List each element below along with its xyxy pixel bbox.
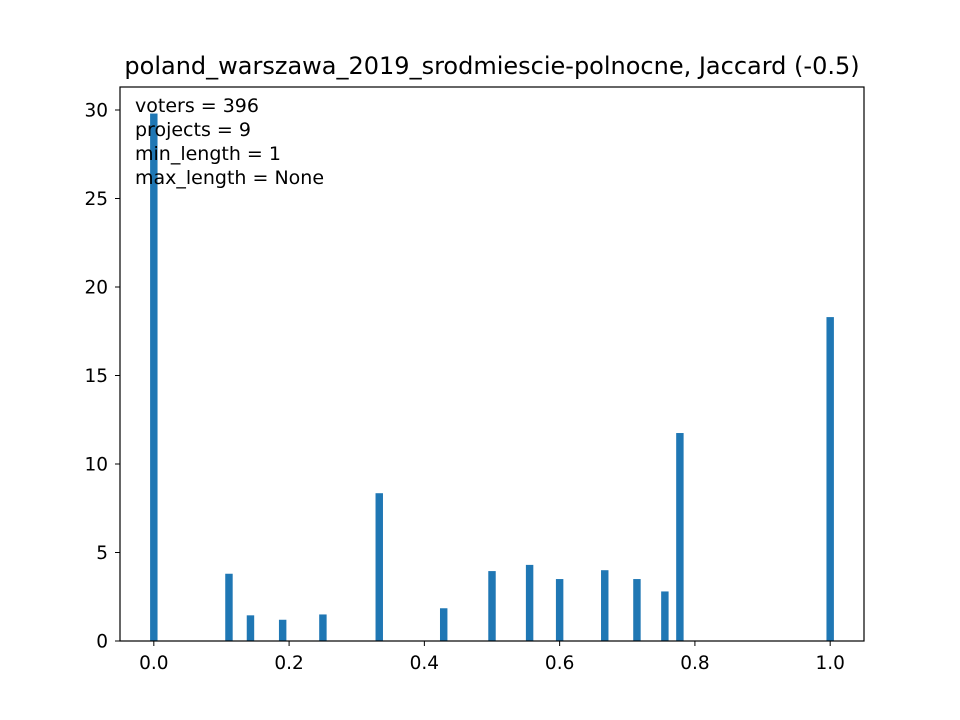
bar — [661, 591, 669, 641]
axes-group: 0.0 0.2 0.4 0.6 0.8 1.0 0 5 10 15 20 25 30 — [84, 86, 865, 674]
x-tick-label: 1.0 — [815, 653, 844, 674]
y-tick-label: 0 — [96, 632, 108, 653]
annotation-line: min_length = 1 — [135, 143, 281, 165]
bar — [488, 571, 496, 641]
annotation-line: voters = 396 — [135, 95, 259, 117]
bars-group — [150, 113, 834, 642]
bar — [278, 619, 287, 641]
bar — [525, 564, 534, 641]
bar — [375, 493, 383, 641]
annotation-line: projects = 9 — [135, 119, 251, 141]
x-tick-label: 0.6 — [545, 653, 574, 674]
x-tick-label: 0.4 — [410, 653, 439, 674]
annotation-line: max_length = None — [135, 167, 324, 189]
bar — [246, 615, 255, 641]
y-tick-label: 25 — [84, 189, 108, 210]
x-tick-label: 0.2 — [274, 653, 303, 674]
y-tick-label: 30 — [84, 101, 108, 122]
bar — [150, 113, 158, 642]
plot-frame — [119, 86, 865, 642]
x-tick-label: 0.8 — [680, 653, 709, 674]
bar — [601, 570, 609, 641]
bar — [633, 579, 641, 641]
bar — [319, 614, 327, 641]
x-tick-label: 0.0 — [139, 653, 168, 674]
bar — [676, 433, 684, 641]
bar — [439, 608, 448, 641]
y-tick-label: 15 — [84, 366, 108, 387]
y-tick-label: 20 — [84, 278, 108, 299]
bar — [555, 579, 564, 641]
y-tick-label: 10 — [84, 455, 108, 476]
bar — [225, 573, 233, 641]
chart-title: poland_warszawa_2019_srodmiescie-polnocn… — [124, 52, 859, 80]
bar — [826, 317, 834, 641]
y-tick-label: 5 — [96, 543, 108, 564]
